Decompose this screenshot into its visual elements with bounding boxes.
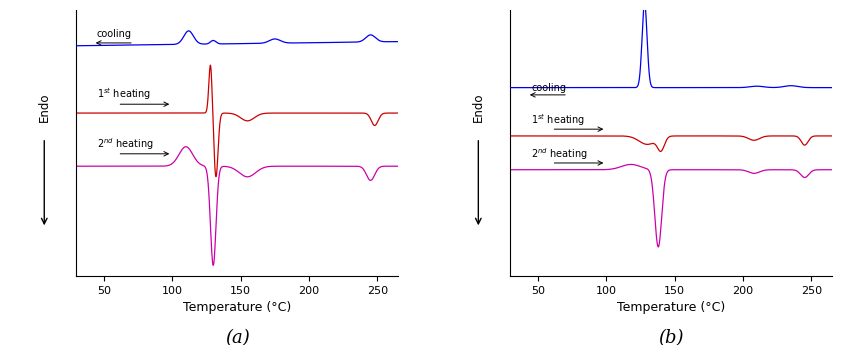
Text: 2$^{nd}$ heating: 2$^{nd}$ heating xyxy=(97,136,154,152)
X-axis label: Temperature (°C): Temperature (°C) xyxy=(183,301,291,314)
X-axis label: Temperature (°C): Temperature (°C) xyxy=(617,301,725,314)
Text: Endo: Endo xyxy=(37,92,51,122)
Text: cooling: cooling xyxy=(531,83,566,93)
Text: (b): (b) xyxy=(659,329,684,345)
Text: cooling: cooling xyxy=(97,29,132,39)
Text: 2$^{nd}$ heating: 2$^{nd}$ heating xyxy=(531,146,588,162)
Text: 1$^{st}$ heating: 1$^{st}$ heating xyxy=(97,87,151,102)
Text: 1$^{st}$ heating: 1$^{st}$ heating xyxy=(531,112,585,128)
Text: Endo: Endo xyxy=(472,92,485,122)
Text: (a): (a) xyxy=(225,329,250,345)
